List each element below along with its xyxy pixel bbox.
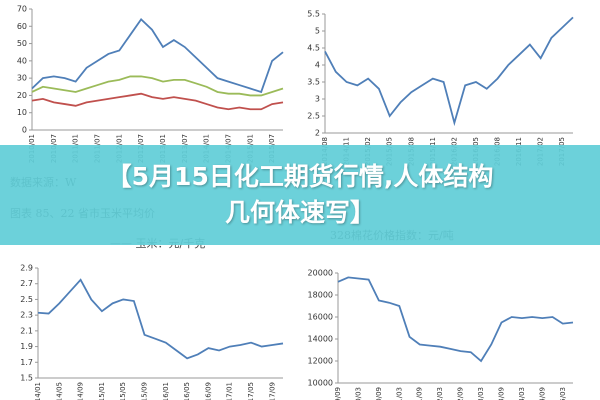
x-tick-label: 2017/05 — [247, 382, 255, 400]
x-tick-label: 2014/01 — [34, 382, 42, 400]
y-tick-label: 18000 — [308, 291, 333, 300]
x-tick-label: 2012/03 — [436, 387, 444, 400]
x-tick-label: 2017/01 — [226, 382, 234, 400]
y-tick-label: 1.5 — [20, 374, 33, 383]
x-tick-label: 2016/09 — [204, 382, 212, 400]
y-tick-label: 3 — [315, 95, 320, 104]
y-tick-label: 2.9 — [20, 264, 33, 273]
x-tick-label: 2009/09 — [334, 387, 342, 400]
x-tick-label: 2015/03 — [559, 387, 567, 400]
y-tick-label: 10000 — [308, 379, 333, 388]
y-tick-label: 60 — [17, 22, 27, 31]
y-tick-label: 2.1 — [20, 326, 33, 335]
y-tick-label: 40 — [17, 56, 27, 65]
y-tick-label: 2.5 — [20, 295, 33, 304]
x-tick-label: 2014/09 — [77, 382, 85, 400]
y-tick-label: 70 — [17, 5, 27, 14]
x-tick-label: 2014/09 — [538, 387, 546, 400]
y-tick-label: 4 — [315, 61, 320, 70]
line-series — [31, 92, 284, 111]
y-tick-label: 16000 — [308, 313, 333, 322]
x-tick-label: 2014/05 — [55, 382, 63, 400]
y-tick-label: 2.7 — [20, 279, 33, 288]
y-tick-label: 2.3 — [20, 311, 33, 320]
x-tick-label: 2016/01 — [162, 382, 170, 400]
y-tick-label: 5 — [315, 27, 320, 36]
y-tick-label: 5.5 — [307, 10, 320, 19]
x-tick-label: 2012/09 — [457, 387, 465, 400]
x-tick-label: 2013/09 — [497, 387, 505, 400]
banner-title: 几何体速写】 — [224, 198, 375, 227]
y-tick-label: 50 — [17, 39, 27, 48]
line-series — [37, 278, 284, 360]
x-tick-label: 2017/09 — [268, 382, 276, 400]
y-tick-label: 30 — [17, 74, 27, 83]
line-series — [324, 16, 574, 127]
line-series — [31, 75, 284, 97]
y-tick-label: 2 — [315, 129, 320, 138]
x-tick-label: 2015/09 — [141, 382, 149, 400]
y-tick-label: 0 — [22, 126, 27, 135]
y-tick-label: 20000 — [308, 269, 333, 278]
y-tick-label: 1.9 — [20, 342, 33, 351]
x-tick-label: 2013/03 — [477, 387, 485, 400]
line-series — [337, 276, 574, 363]
x-tick-label: 2015/01 — [98, 382, 106, 400]
banner: 【5月15日化工期货行情,人体结构 几何体速写】 — [0, 145, 600, 245]
y-tick-label: 2.5 — [307, 112, 320, 121]
y-tick-label: 12000 — [308, 357, 333, 366]
x-tick-label: 2010/09 — [375, 387, 383, 400]
x-tick-label: 2010/03 — [354, 387, 362, 400]
y-tick-label: 3.5 — [307, 78, 320, 87]
y-tick-label: 14000 — [308, 335, 333, 344]
x-tick-label: 2011/03 — [395, 387, 403, 400]
y-tick-label: 10 — [17, 108, 27, 117]
x-tick-label: 2016/05 — [183, 382, 191, 400]
y-tick-label: 1.7 — [20, 358, 33, 367]
x-tick-label: 2011/09 — [416, 387, 424, 400]
y-tick-label: 20 — [17, 91, 27, 100]
x-tick-label: 2014/03 — [518, 387, 526, 400]
banner-title: 【5月15日化工期货行情,人体结构 — [106, 162, 494, 191]
y-tick-label: 4.5 — [307, 44, 320, 53]
line-series — [31, 17, 284, 94]
x-tick-label: 2015/05 — [119, 382, 127, 400]
